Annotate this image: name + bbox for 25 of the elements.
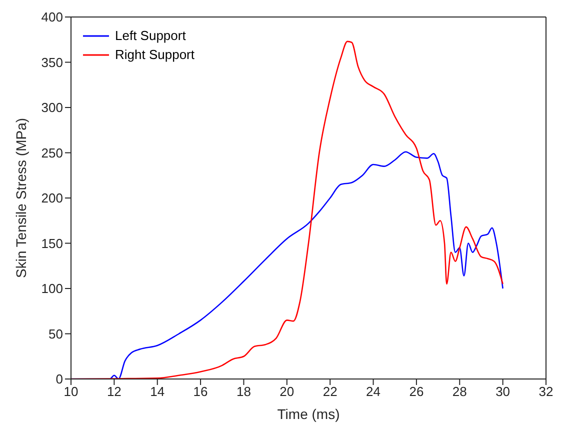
x-tick-label: 20: [280, 384, 294, 400]
x-tick-label: 26: [409, 384, 424, 400]
x-tick-label: 18: [236, 384, 251, 400]
x-tick-label: 28: [452, 384, 467, 400]
x-tick-label: 12: [106, 384, 122, 400]
y-tick-label: 150: [41, 236, 63, 251]
y-tick-label: 0: [56, 372, 63, 387]
y-tick-label: 250: [41, 145, 63, 160]
y-tick-label: 350: [41, 54, 63, 70]
x-tick-label: 32: [538, 384, 554, 400]
x-tick-label: 16: [193, 384, 208, 400]
y-tick-label: 300: [41, 100, 63, 116]
x-tick-label: 10: [64, 384, 78, 400]
y-axis-title: Skin Tensile Stress (MPa): [12, 118, 29, 278]
x-tick-label: 24: [366, 384, 381, 400]
y-tick-label: 50: [48, 326, 63, 342]
x-tick-label: 22: [322, 384, 338, 400]
x-tick-label: 30: [496, 384, 510, 400]
x-tick-label: 14: [150, 384, 165, 400]
legend-label: Right Support: [115, 46, 194, 64]
legend-label: Left Support: [115, 27, 186, 45]
y-tick-label: 400: [41, 10, 63, 25]
x-axis-title: Time (ms): [277, 406, 340, 422]
y-tick-label: 200: [41, 190, 63, 206]
y-tick-label: 100: [41, 281, 63, 296]
